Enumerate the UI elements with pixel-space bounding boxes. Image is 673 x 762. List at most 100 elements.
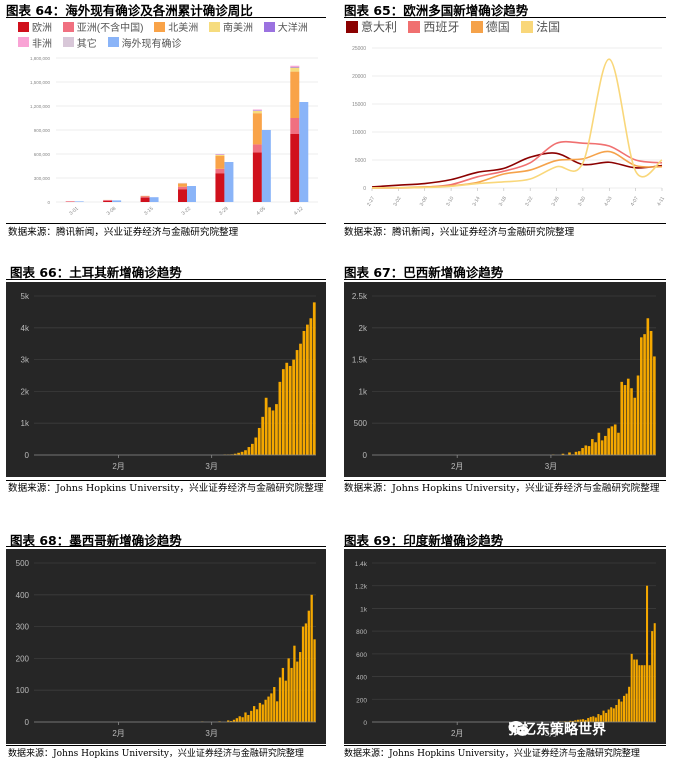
bar	[312, 302, 316, 455]
watermark: 张忆东策略世界	[508, 720, 606, 738]
legend-item: 海外现有确诊	[107, 35, 182, 50]
legend-item: 大洋洲	[263, 19, 308, 34]
bar	[646, 318, 650, 455]
y-tick-label: 2k	[359, 324, 368, 333]
x-tick-label: 3-22	[181, 206, 193, 217]
bar	[235, 718, 239, 722]
bar	[244, 712, 247, 722]
y-tick-label: 200	[356, 697, 367, 704]
source-69: 数据来源：Johns Hopkins University，兴业证券经济与金融研…	[344, 749, 640, 759]
y-tick-label: 0	[363, 720, 367, 727]
bar-亚洲(不含中国)	[215, 168, 225, 174]
y-tick-label: 800	[356, 629, 367, 636]
y-tick-label: 1.4k	[355, 561, 368, 568]
bar	[284, 680, 287, 722]
bar	[617, 432, 620, 455]
y-tick-label: 400	[356, 675, 367, 682]
y-tick-label: 1k	[359, 387, 368, 396]
bar	[584, 445, 588, 455]
chart-67: 0 500 1k 1.5k 2k 2.5k 2月 3月	[344, 282, 666, 477]
bar	[261, 704, 264, 722]
y-tick-label: 4k	[21, 324, 30, 333]
y-tick-label: 5k	[21, 292, 30, 301]
bar	[617, 699, 620, 722]
bar-欧洲	[140, 197, 150, 202]
bar-南美洲	[252, 110, 262, 114]
bar-北美洲	[215, 156, 225, 169]
bar	[635, 659, 638, 722]
bar	[273, 687, 276, 722]
bar	[301, 626, 305, 722]
bar	[302, 330, 306, 455]
y-tick-label: 3k	[21, 356, 30, 365]
bar	[640, 337, 643, 455]
bar	[574, 451, 578, 455]
bar	[597, 432, 601, 455]
bar	[628, 686, 631, 722]
x-tick-label: 3-29	[218, 206, 230, 217]
bar	[600, 440, 604, 455]
x-tick-label: 2月	[451, 729, 463, 738]
bar	[255, 709, 259, 722]
bar	[261, 416, 265, 455]
x-tick-label: 4-07	[630, 195, 640, 207]
bar	[630, 653, 633, 722]
x-tick-label: 3-06	[419, 195, 429, 207]
bar	[599, 715, 603, 722]
legend-item: 西班牙	[408, 19, 459, 34]
legend-item: 非洲	[18, 35, 52, 50]
bar	[584, 719, 587, 722]
bar-欧洲	[252, 152, 262, 202]
bar-亚洲(不含中国)	[103, 200, 113, 201]
y-tick-label: 25000	[352, 46, 366, 52]
title-rule-66	[6, 279, 326, 280]
source-66: 数据来源：Johns Hopkins University，兴业证券经济与金融研…	[8, 483, 324, 494]
bar-side	[112, 200, 122, 202]
x-tick-label: 3-26	[551, 195, 561, 207]
series-line-法国	[371, 58, 663, 189]
bar-side	[187, 186, 196, 202]
y-tick-label: 0	[25, 718, 30, 727]
legend-item: 法国	[521, 19, 560, 34]
bar-side	[149, 197, 159, 202]
bar	[227, 720, 230, 722]
bar	[254, 437, 258, 455]
series-line-意大利	[371, 152, 663, 188]
bar	[594, 717, 597, 722]
bar	[313, 639, 316, 722]
bar	[288, 365, 292, 455]
bar-亚洲(不含中国)	[140, 196, 150, 198]
y-tick-label: 500	[16, 559, 30, 568]
bar	[278, 381, 282, 455]
x-tick-label: 3-18	[498, 195, 508, 207]
bar	[568, 452, 571, 455]
bar-side	[224, 162, 234, 202]
bar	[636, 375, 640, 455]
bar-大洋洲	[252, 110, 262, 111]
bar	[295, 350, 299, 455]
bar	[577, 451, 581, 455]
x-tick-label: 4-12	[293, 206, 305, 217]
y-tick-label: 1.5k	[352, 356, 368, 365]
bar	[237, 452, 240, 455]
y-tick-label: 300	[16, 623, 30, 632]
bar	[244, 450, 247, 455]
bar	[620, 701, 623, 722]
bar-亚洲(不含中国)	[65, 201, 75, 202]
bar-非洲	[252, 109, 262, 111]
watermark-text: 张忆东策略世界	[508, 722, 606, 738]
source-rule-65	[344, 223, 666, 224]
chart-65: 0 5000 10000 15000 20000 25000 2-27 3-02 3-06 3-1…	[352, 46, 666, 207]
legend-item: 亚洲(不含中国)	[62, 19, 143, 34]
bar	[270, 693, 273, 722]
bar	[620, 381, 624, 455]
bar	[304, 623, 308, 722]
source-rule-64	[6, 223, 326, 224]
panel-title-69: 图表 69：印度新增确诊趋势	[344, 533, 504, 548]
bar	[643, 665, 646, 722]
bar	[602, 710, 605, 722]
bar	[610, 707, 613, 722]
y-tick-label: 20000	[352, 74, 366, 80]
panel-title-68: 图表 68：墨西哥新增确诊趋势	[10, 533, 182, 548]
bar	[622, 695, 626, 722]
